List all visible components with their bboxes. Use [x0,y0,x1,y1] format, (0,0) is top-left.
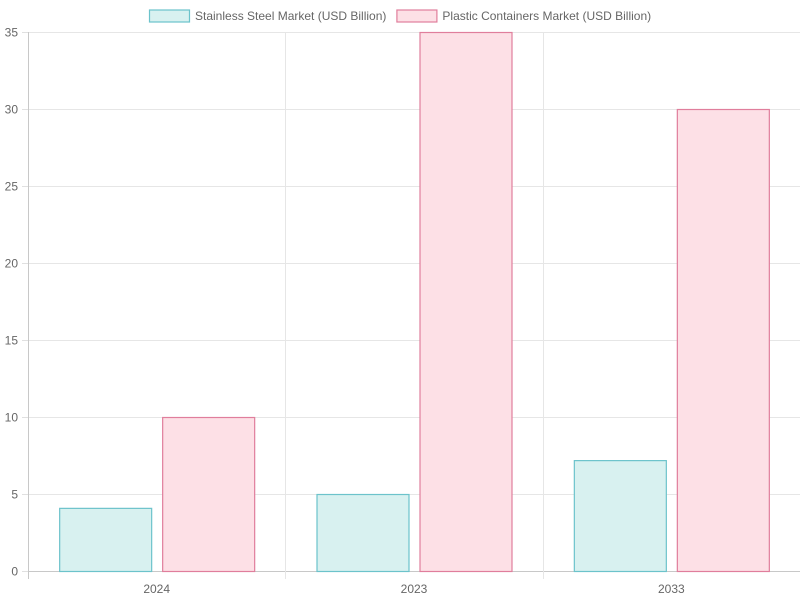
legend-label: Plastic Containers Market (USD Billion) [442,9,651,23]
bar[interactable] [59,507,153,573]
y-tick-label: 35 [5,26,19,40]
y-tick-label: 15 [5,334,19,348]
bar[interactable] [419,31,513,573]
legend-swatch [148,9,191,23]
x-tick-label: 2024 [143,582,170,596]
bar[interactable] [162,416,256,573]
y-tick-label: 10 [5,411,19,425]
bar[interactable] [573,460,667,573]
y-tick-label: 0 [11,565,18,579]
legend-item[interactable]: Plastic Containers Market (USD Billion) [396,9,651,23]
axes: 0 5 10 15 20 25 30 35 2024 2023 2033 [5,26,685,597]
gridlines [28,32,800,579]
bars-group [59,31,770,573]
y-tick-label: 20 [5,257,19,271]
y-tick-label: 25 [5,180,19,194]
y-tick-label: 5 [11,488,18,502]
x-tick-label: 2033 [658,582,685,596]
legend-item[interactable]: Stainless Steel Market (USD Billion) [148,9,387,23]
chart-legend: Stainless Steel Market (USD Billion) Plas… [148,9,651,23]
legend-label: Stainless Steel Market (USD Billion) [195,9,386,23]
bar[interactable] [676,108,770,573]
legend-swatch [396,9,438,23]
x-tick-label: 2023 [401,582,428,596]
y-tick-label: 30 [5,103,19,117]
bar[interactable] [316,493,410,573]
